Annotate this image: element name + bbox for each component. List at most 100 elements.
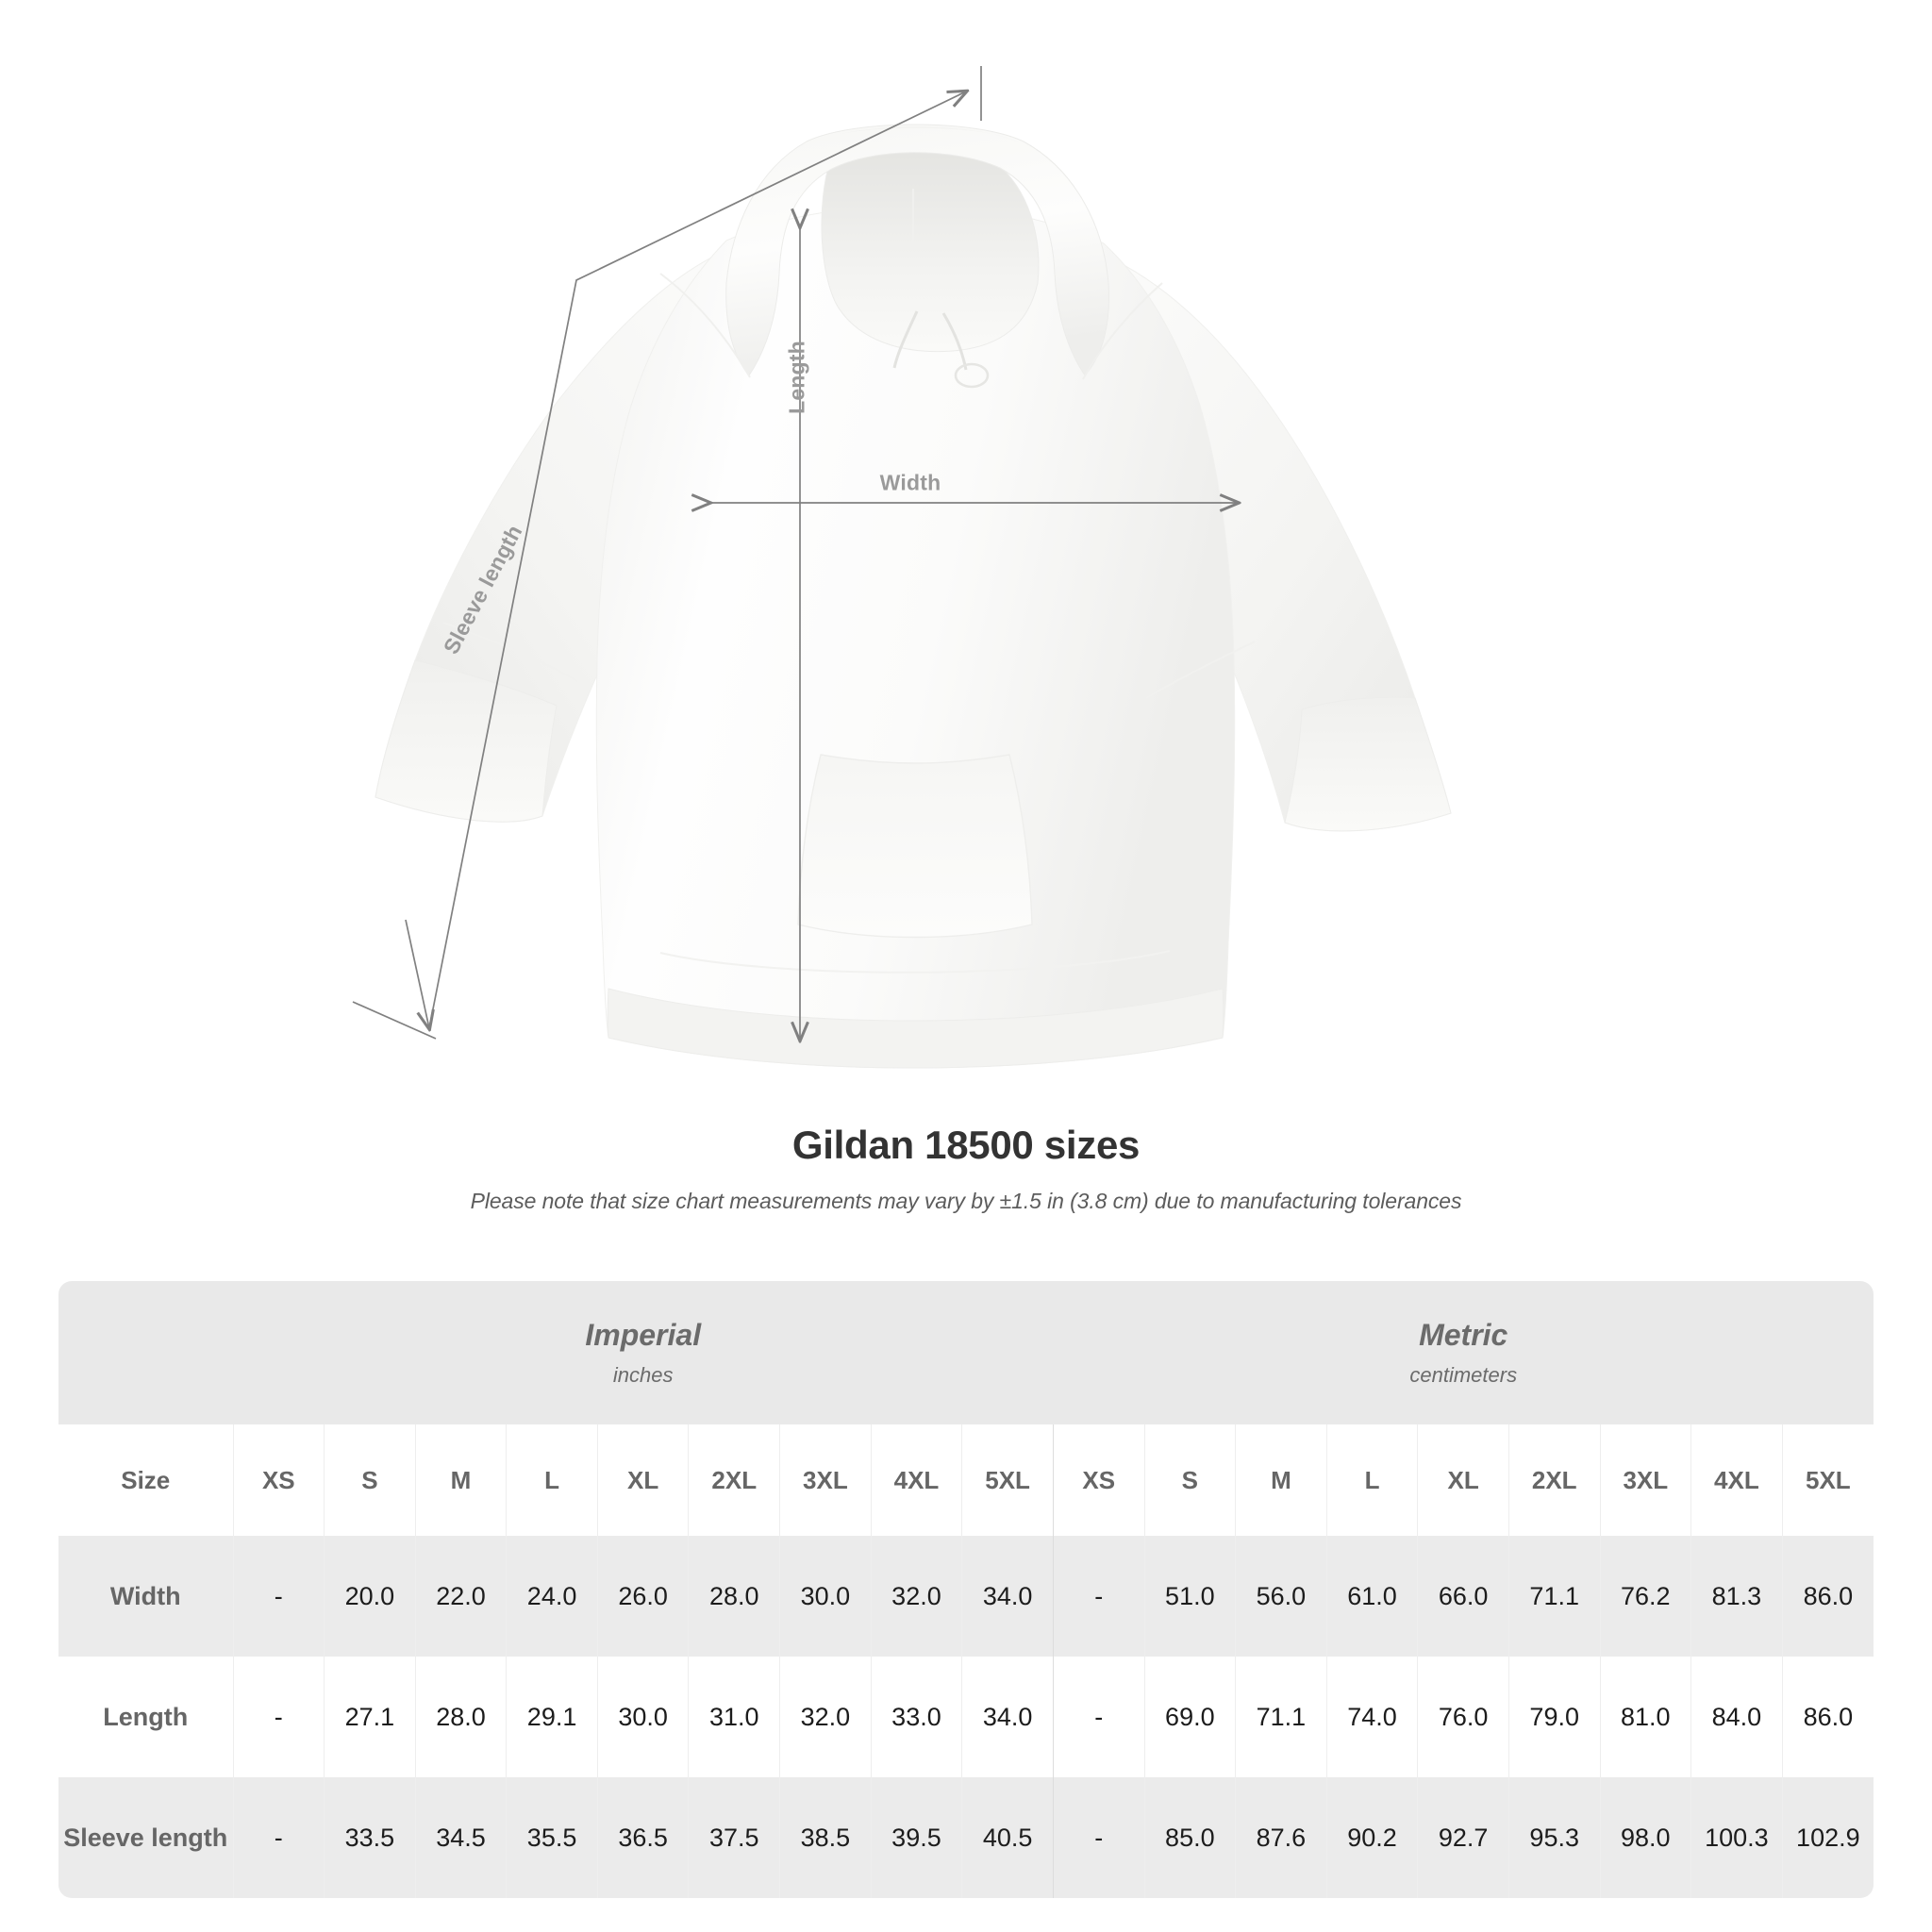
size-col-metric-m: M <box>1235 1424 1327 1536</box>
unit-name-imperial: Imperial <box>585 1318 702 1352</box>
sleeve-bottom-arrow <box>405 919 429 1028</box>
cell-sleeve-metric-xl: 92.7 <box>1417 1777 1509 1898</box>
size-col-imperial-l: L <box>506 1424 598 1536</box>
length-dimension-label: Length <box>784 341 809 414</box>
measurement-lines <box>352 66 1238 1040</box>
page-title: Gildan 18500 sizes <box>791 1123 1141 1167</box>
size-col-imperial-xs: XS <box>232 1424 325 1536</box>
cell-length-metric-xl: 76.0 <box>1417 1657 1509 1777</box>
row-label-sleeve-length: Sleeve length <box>58 1777 233 1898</box>
cell-sleeve-metric-3xl: 98.0 <box>1599 1777 1691 1898</box>
cell-length-metric-5xl: 86.0 <box>1781 1657 1874 1777</box>
sleeve-bottom-tick <box>352 1001 437 1040</box>
cell-width-metric-xs: - <box>1052 1536 1145 1657</box>
unit-name-metric: Metric <box>1419 1318 1508 1352</box>
cell-width-imperial-3xl: 30.0 <box>779 1536 872 1657</box>
cell-width-metric-m: 56.0 <box>1235 1536 1327 1657</box>
cell-width-imperial-xs: - <box>232 1536 325 1657</box>
size-col-imperial-xl: XL <box>596 1424 689 1536</box>
size-col-imperial-3xl: 3XL <box>779 1424 872 1536</box>
size-chart-table: Imperial inches Metric centimeters Size … <box>58 1281 1874 1898</box>
size-col-metric-3xl: 3XL <box>1599 1424 1691 1536</box>
size-header-label: Size <box>58 1424 233 1536</box>
cell-sleeve-imperial-2xl: 37.5 <box>688 1777 780 1898</box>
cell-length-metric-2xl: 79.0 <box>1507 1657 1600 1777</box>
size-col-metric-s: S <box>1143 1424 1236 1536</box>
cell-width-metric-4xl: 81.3 <box>1690 1536 1783 1657</box>
cell-width-imperial-4xl: 32.0 <box>870 1536 962 1657</box>
cell-sleeve-imperial-3xl: 38.5 <box>779 1777 872 1898</box>
unit-sub-imperial: inches <box>612 1363 674 1387</box>
width-dimension-label: Width <box>879 470 941 495</box>
cell-length-imperial-l: 29.1 <box>506 1657 598 1777</box>
cell-length-imperial-xs: - <box>232 1657 325 1777</box>
size-col-metric-2xl: 2XL <box>1507 1424 1600 1536</box>
size-header-row: Size XS S M L XL 2XL 3XL 4XL 5XL XS S M … <box>58 1424 1874 1536</box>
cell-width-metric-s: 51.0 <box>1143 1536 1236 1657</box>
cell-sleeve-metric-m: 87.6 <box>1235 1777 1327 1898</box>
cell-sleeve-metric-l: 90.2 <box>1325 1777 1418 1898</box>
cell-sleeve-imperial-m: 34.5 <box>414 1777 507 1898</box>
size-col-metric-4xl: 4XL <box>1690 1424 1783 1536</box>
row-label-width: Width <box>58 1536 233 1657</box>
table-row: Length - 27.1 28.0 29.1 30.0 31.0 32.0 3… <box>58 1657 1874 1777</box>
cell-width-imperial-2xl: 28.0 <box>688 1536 780 1657</box>
cell-length-metric-xs: - <box>1052 1657 1145 1777</box>
cell-sleeve-metric-xs: - <box>1052 1777 1145 1898</box>
cell-width-metric-xl: 66.0 <box>1417 1536 1509 1657</box>
size-col-imperial-m: M <box>414 1424 507 1536</box>
cell-sleeve-imperial-4xl: 39.5 <box>870 1777 962 1898</box>
cell-length-imperial-xl: 30.0 <box>596 1657 689 1777</box>
unit-header-row: Imperial inches Metric centimeters <box>58 1281 1874 1424</box>
unit-group-metric: Metric centimeters <box>1053 1281 1874 1424</box>
cell-width-imperial-m: 22.0 <box>414 1536 507 1657</box>
row-label-length: Length <box>58 1657 233 1777</box>
cell-sleeve-metric-s: 85.0 <box>1143 1777 1236 1898</box>
size-col-imperial-4xl: 4XL <box>870 1424 962 1536</box>
size-col-metric-xl: XL <box>1417 1424 1509 1536</box>
cell-sleeve-metric-4xl: 100.3 <box>1690 1777 1783 1898</box>
cell-length-imperial-s: 27.1 <box>324 1657 416 1777</box>
cell-length-metric-m: 71.1 <box>1235 1657 1327 1777</box>
cell-width-metric-5xl: 86.0 <box>1781 1536 1874 1657</box>
size-col-metric-5xl: 5XL <box>1781 1424 1874 1536</box>
cell-sleeve-imperial-l: 35.5 <box>506 1777 598 1898</box>
size-col-metric-xs: XS <box>1052 1424 1145 1536</box>
cell-width-imperial-xl: 26.0 <box>596 1536 689 1657</box>
cell-width-metric-3xl: 76.2 <box>1599 1536 1691 1657</box>
cell-width-imperial-5xl: 34.0 <box>961 1536 1054 1657</box>
cell-length-imperial-2xl: 31.0 <box>688 1657 780 1777</box>
cell-sleeve-imperial-s: 33.5 <box>324 1777 416 1898</box>
cell-width-imperial-s: 20.0 <box>324 1536 416 1657</box>
table-row: Width - 20.0 22.0 24.0 26.0 28.0 30.0 32… <box>58 1536 1874 1657</box>
hoodie-shape <box>375 124 1452 1069</box>
unit-group-imperial: Imperial inches <box>233 1281 1054 1424</box>
cell-length-metric-s: 69.0 <box>1143 1657 1236 1777</box>
cell-sleeve-metric-5xl: 102.9 <box>1781 1777 1874 1898</box>
cell-width-imperial-l: 24.0 <box>506 1536 598 1657</box>
cell-length-imperial-3xl: 32.0 <box>779 1657 872 1777</box>
cell-sleeve-metric-2xl: 95.3 <box>1507 1777 1600 1898</box>
size-col-imperial-s: S <box>324 1424 416 1536</box>
cell-length-imperial-5xl: 34.0 <box>961 1657 1054 1777</box>
size-chart-container: Imperial inches Metric centimeters Size … <box>58 1281 1874 1898</box>
table-row: Sleeve length - 33.5 34.5 35.5 36.5 37.5… <box>58 1777 1874 1898</box>
hoodie-illustration <box>352 66 1452 1069</box>
cell-length-metric-4xl: 84.0 <box>1690 1657 1783 1777</box>
cell-length-metric-3xl: 81.0 <box>1599 1657 1691 1777</box>
cell-width-metric-2xl: 71.1 <box>1507 1536 1600 1657</box>
sleeve-length-line <box>428 92 966 1029</box>
cell-length-imperial-m: 28.0 <box>414 1657 507 1777</box>
cell-length-imperial-4xl: 33.0 <box>870 1657 962 1777</box>
title-block: Gildan 18500 sizes Please note that size… <box>0 1123 1932 1214</box>
cell-length-metric-l: 74.0 <box>1325 1657 1418 1777</box>
unit-sub-metric: centimeters <box>1409 1363 1518 1387</box>
cell-sleeve-imperial-5xl: 40.5 <box>961 1777 1054 1898</box>
size-col-imperial-5xl: 5XL <box>961 1424 1054 1536</box>
size-col-metric-l: L <box>1325 1424 1418 1536</box>
cell-sleeve-imperial-xs: - <box>232 1777 325 1898</box>
garment-diagram: Length Width Sleeve length <box>352 66 1452 1069</box>
tolerance-note: Please note that size chart measurements… <box>470 1189 1462 1213</box>
size-col-imperial-2xl: 2XL <box>688 1424 780 1536</box>
cell-sleeve-imperial-xl: 36.5 <box>596 1777 689 1898</box>
